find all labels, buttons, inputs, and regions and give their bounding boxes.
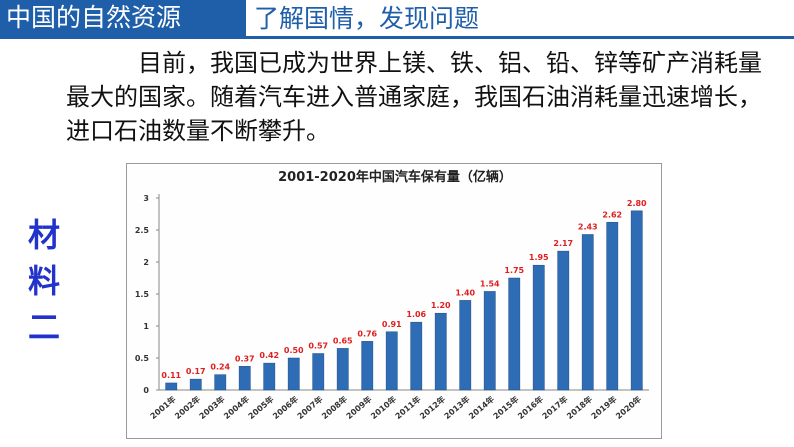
bar xyxy=(557,250,570,391)
x-tick-label: 2008年 xyxy=(319,394,349,421)
side-label: 材 料 二 xyxy=(22,212,66,350)
bar xyxy=(410,321,423,391)
bar xyxy=(630,210,643,391)
bar xyxy=(434,312,447,391)
bar-value-label: 2.62 xyxy=(602,210,622,219)
bar-value-label: 0.24 xyxy=(210,363,230,372)
bar-value-label: 0.76 xyxy=(357,329,377,338)
bar xyxy=(336,348,349,391)
x-tick-label: 2014年 xyxy=(466,394,496,421)
bar-value-label: 0.42 xyxy=(259,351,279,360)
x-tick-label: 2018年 xyxy=(564,394,594,421)
x-tick-label: 2012年 xyxy=(417,394,447,421)
x-tick-label: 2001年 xyxy=(148,394,178,421)
y-tick-label: 3 xyxy=(143,194,149,203)
bar xyxy=(606,222,619,391)
bar xyxy=(263,362,276,391)
bar xyxy=(287,357,300,391)
x-tick-label: 2010年 xyxy=(368,394,398,421)
bar-value-label: 0.91 xyxy=(382,320,402,329)
bar-value-label: 0.65 xyxy=(333,336,353,345)
bar-value-label: 1.95 xyxy=(529,253,549,262)
x-tick-label: 2017年 xyxy=(540,394,570,421)
bar xyxy=(361,341,374,391)
bar-value-label: 0.17 xyxy=(186,367,206,376)
x-tick-label: 2004年 xyxy=(221,394,251,421)
bar-value-label: 2.80 xyxy=(627,199,647,208)
bar xyxy=(581,234,594,391)
header-divider xyxy=(0,36,794,39)
x-tick-label: 2019年 xyxy=(589,394,619,421)
bar xyxy=(312,353,325,391)
y-tick-label: 1.5 xyxy=(135,290,150,299)
material-paragraph: 目前，我国已成为世界上镁、铁、铝、铅、锌等矿产消耗量最大的国家。随着汽车进入普通… xyxy=(66,49,762,145)
y-tick-label: 2 xyxy=(143,258,149,267)
x-tick-label: 2003年 xyxy=(197,394,227,421)
car-ownership-chart: 2001-2020年中国汽车保有量（亿辆） 0 0.5 1 1.5 2 2.5 3 0.11 20… xyxy=(135,169,649,421)
bar-value-label: 0.37 xyxy=(235,354,255,363)
bar xyxy=(508,277,521,391)
bar-value-label: 2.17 xyxy=(553,239,573,248)
chart-frame: 2001-2020年中国汽车保有量（亿辆） 0 0.5 1 1.5 2 2.5 3 0.11 20… xyxy=(126,163,662,439)
x-tick-label: 2011年 xyxy=(393,394,423,421)
side-label-char: 二 xyxy=(27,308,60,346)
side-label-char: 材 xyxy=(27,216,60,254)
y-tick-label: 0 xyxy=(143,386,149,395)
x-tick-label: 2009年 xyxy=(344,394,374,421)
bar-value-label: 1.54 xyxy=(480,279,500,288)
y-tick-label: 1 xyxy=(143,322,149,331)
bar xyxy=(165,382,178,391)
bar xyxy=(214,374,227,391)
page-title: 中国的自然资源 xyxy=(0,0,246,36)
x-tick-label: 2005年 xyxy=(246,394,276,421)
bar-value-label: 0.50 xyxy=(284,346,304,355)
bar xyxy=(238,366,251,391)
x-tick-label: 2002年 xyxy=(172,394,202,421)
bar-value-label: 0.11 xyxy=(161,371,181,380)
x-tick-label: 2006年 xyxy=(270,394,300,421)
bar xyxy=(385,331,398,391)
side-label-char: 料 xyxy=(27,262,60,300)
y-tick-label: 0.5 xyxy=(135,354,150,363)
x-tick-label: 2015年 xyxy=(491,394,521,421)
x-tick-label: 2013年 xyxy=(442,394,472,421)
page-subtitle: 了解国情，发现问题 xyxy=(254,4,480,33)
bar xyxy=(189,378,202,391)
bar xyxy=(459,300,472,391)
bar-value-label: 2.43 xyxy=(578,222,598,231)
bar-value-label: 1.40 xyxy=(455,288,475,297)
bar xyxy=(483,291,496,391)
bar-value-label: 1.75 xyxy=(504,266,524,275)
bar-value-label: 0.57 xyxy=(308,342,328,351)
x-tick-label: 2007年 xyxy=(295,394,325,421)
x-tick-label: 2016年 xyxy=(515,394,545,421)
chart-title: 2001-2020年中国汽车保有量（亿辆） xyxy=(278,169,512,185)
bar-value-label: 1.06 xyxy=(406,310,426,319)
bar-value-label: 1.20 xyxy=(431,301,451,310)
bar xyxy=(532,264,545,391)
y-tick-label: 2.5 xyxy=(135,226,150,235)
x-tick-label: 2020年 xyxy=(613,394,643,421)
